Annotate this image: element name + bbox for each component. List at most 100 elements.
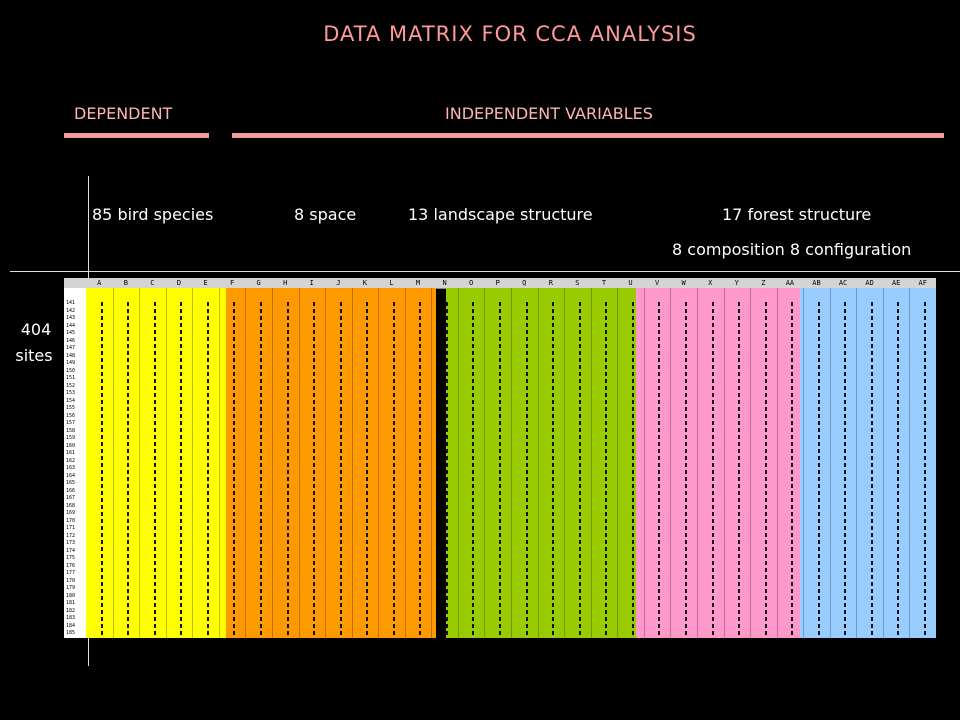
column-dashes: [578, 302, 581, 636]
column-dashes: [605, 302, 608, 636]
column-gridline: [776, 288, 778, 638]
column-letter: L: [389, 279, 394, 287]
column-dashes: [552, 302, 555, 636]
column-letter: P: [495, 279, 500, 287]
column-letter: AA: [785, 279, 795, 287]
column-gridline: [431, 288, 433, 638]
column-letter: V: [654, 279, 660, 287]
column-letter: D: [176, 279, 182, 287]
label-space: 8 space: [294, 205, 357, 224]
column-letter: C: [150, 279, 155, 287]
column-dashes: [339, 302, 342, 636]
column-gridline: [404, 288, 406, 638]
independent-heading: INDEPENDENT VARIABLES: [445, 104, 653, 123]
forest-configuration-columns: [800, 288, 936, 638]
column-gridline: [218, 288, 220, 638]
column-letter: S: [575, 279, 580, 287]
column-gridline: [829, 288, 831, 638]
column-gridline: [457, 288, 459, 638]
column-letter: K: [362, 279, 368, 287]
column-dashes: [392, 302, 395, 636]
column-letter: G: [256, 279, 261, 287]
column-dashes: [286, 302, 289, 636]
forest-composition-columns: [636, 288, 800, 638]
column-dashes: [259, 302, 262, 636]
data-matrix: 141 142 143 144 145 146 147 148 149 150 …: [64, 278, 937, 638]
column-gridline: [723, 288, 725, 638]
column-gridline: [564, 288, 566, 638]
column-letter: AF: [918, 279, 927, 287]
column-letter: AC: [838, 279, 848, 287]
column-dashes: [897, 302, 900, 636]
column-gridline: [909, 288, 911, 638]
column-gridline: [112, 288, 114, 638]
column-gridline: [325, 288, 327, 638]
column-letter: N: [442, 279, 447, 287]
landscape-columns: [446, 288, 636, 638]
column-gridline: [192, 288, 194, 638]
column-letter: A: [97, 279, 102, 287]
column-gridline: [882, 288, 884, 638]
column-dashes: [233, 302, 236, 636]
column-gridline: [617, 288, 619, 638]
label-bird-species: 85 bird species: [92, 205, 214, 224]
column-gridline: [484, 288, 486, 638]
column-dashes: [684, 302, 687, 636]
column-letter: AB: [812, 279, 821, 287]
column-dashes: [445, 302, 448, 636]
column-dashes: [870, 302, 873, 636]
bird-species-columns: [86, 288, 226, 638]
column-letter: Y: [734, 279, 739, 287]
column-letter: O: [469, 279, 474, 287]
column-dashes: [127, 302, 130, 636]
column-gridline: [165, 288, 167, 638]
column-letter: R: [548, 279, 553, 287]
column-letter: Z: [761, 279, 766, 287]
label-landscape-structure: 13 landscape structure: [408, 205, 593, 224]
column-letter: Q: [522, 279, 527, 287]
column-letter: E: [203, 279, 208, 287]
column-dashes: [738, 302, 741, 636]
column-dashes: [631, 302, 634, 636]
column-gridline: [537, 288, 539, 638]
column-gridline: [696, 288, 698, 638]
label-forest-structure: 17 forest structure: [722, 205, 872, 224]
column-gridline: [245, 288, 247, 638]
axis-horizontal-line: [10, 271, 960, 272]
column-dashes: [313, 302, 316, 636]
matrix-index-column: 141 142 143 144 145 146 147 148 149 150 …: [64, 288, 86, 638]
row-ids: 141 142 143 144 145 146 147 148 149 150 …: [66, 300, 76, 636]
column-dashes: [817, 302, 820, 636]
column-letter: F: [229, 279, 235, 287]
column-dashes: [153, 302, 156, 636]
column-dashes: [100, 302, 103, 636]
column-gridline: [351, 288, 353, 638]
sites-label: sites: [15, 346, 53, 365]
column-letter: X: [708, 279, 713, 287]
sites-count: 404: [20, 320, 52, 339]
column-gridline: [750, 288, 752, 638]
column-gridline: [271, 288, 273, 638]
column-dashes: [472, 302, 475, 636]
column-letter: M: [415, 279, 421, 287]
independent-underline: [232, 133, 944, 138]
column-gridline: [643, 288, 645, 638]
column-gridline: [139, 288, 141, 638]
column-letter: AE: [891, 279, 901, 287]
column-dashes: [764, 302, 767, 636]
column-gridline: [803, 288, 805, 638]
column-gridline: [856, 288, 858, 638]
column-gridline: [511, 288, 512, 638]
dependent-heading: DEPENDENT: [74, 104, 173, 123]
column-dashes: [419, 302, 422, 636]
column-letter: J: [336, 279, 341, 287]
dependent-underline: [64, 133, 209, 138]
column-gridline: [590, 288, 592, 638]
column-gridline: [670, 288, 672, 638]
column-letter: W: [681, 279, 686, 287]
column-letter: T: [601, 279, 607, 287]
column-dashes: [499, 302, 502, 636]
column-gridline: [378, 288, 380, 638]
column-dashes: [366, 302, 369, 636]
column-letter: H: [283, 279, 288, 287]
